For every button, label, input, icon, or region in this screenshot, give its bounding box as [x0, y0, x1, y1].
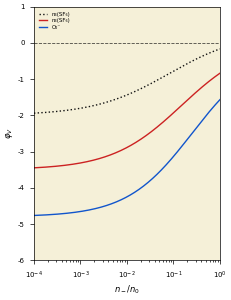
n₃(SF₆) — [214, 75, 217, 78]
O₂⁻ — [122, 197, 125, 200]
n₃(SF₆) — [219, 47, 221, 51]
n₃(SF₆) — [133, 141, 136, 145]
n₃(SF₆) — [219, 71, 221, 75]
n₃(SF₆) — [185, 99, 188, 103]
n₃(SF₆) — [185, 62, 188, 66]
n₃(SF₆) — [143, 135, 146, 138]
n₃(SF₆) — [143, 85, 146, 88]
n₃(SF₆) — [122, 148, 125, 151]
Line: O₂⁻: O₂⁻ — [34, 100, 220, 215]
Y-axis label: $\varphi_V$: $\varphi_V$ — [4, 128, 15, 140]
n₃(SF₆) — [122, 94, 125, 98]
n₃(SF₆) — [214, 49, 217, 52]
O₂⁻ — [185, 139, 188, 142]
Legend: n₃(SF₆), n₃(SF₆), O₂⁻: n₃(SF₆), n₃(SF₆), O₂⁻ — [37, 9, 73, 32]
X-axis label: $n_-/n_0$: $n_-/n_0$ — [114, 283, 140, 296]
n₃(SF₆) — [121, 95, 124, 99]
Line: n₃(SF₆): n₃(SF₆) — [34, 49, 220, 113]
n₃(SF₆) — [33, 111, 35, 115]
O₂⁻ — [219, 98, 221, 101]
O₂⁻ — [133, 190, 136, 194]
O₂⁻ — [121, 197, 124, 201]
O₂⁻ — [33, 214, 35, 217]
O₂⁻ — [214, 103, 217, 106]
n₃(SF₆) — [33, 166, 35, 169]
n₃(SF₆) — [121, 148, 124, 152]
n₃(SF₆) — [133, 90, 136, 94]
O₂⁻ — [143, 183, 146, 187]
Line: n₃(SF₆): n₃(SF₆) — [34, 73, 220, 168]
